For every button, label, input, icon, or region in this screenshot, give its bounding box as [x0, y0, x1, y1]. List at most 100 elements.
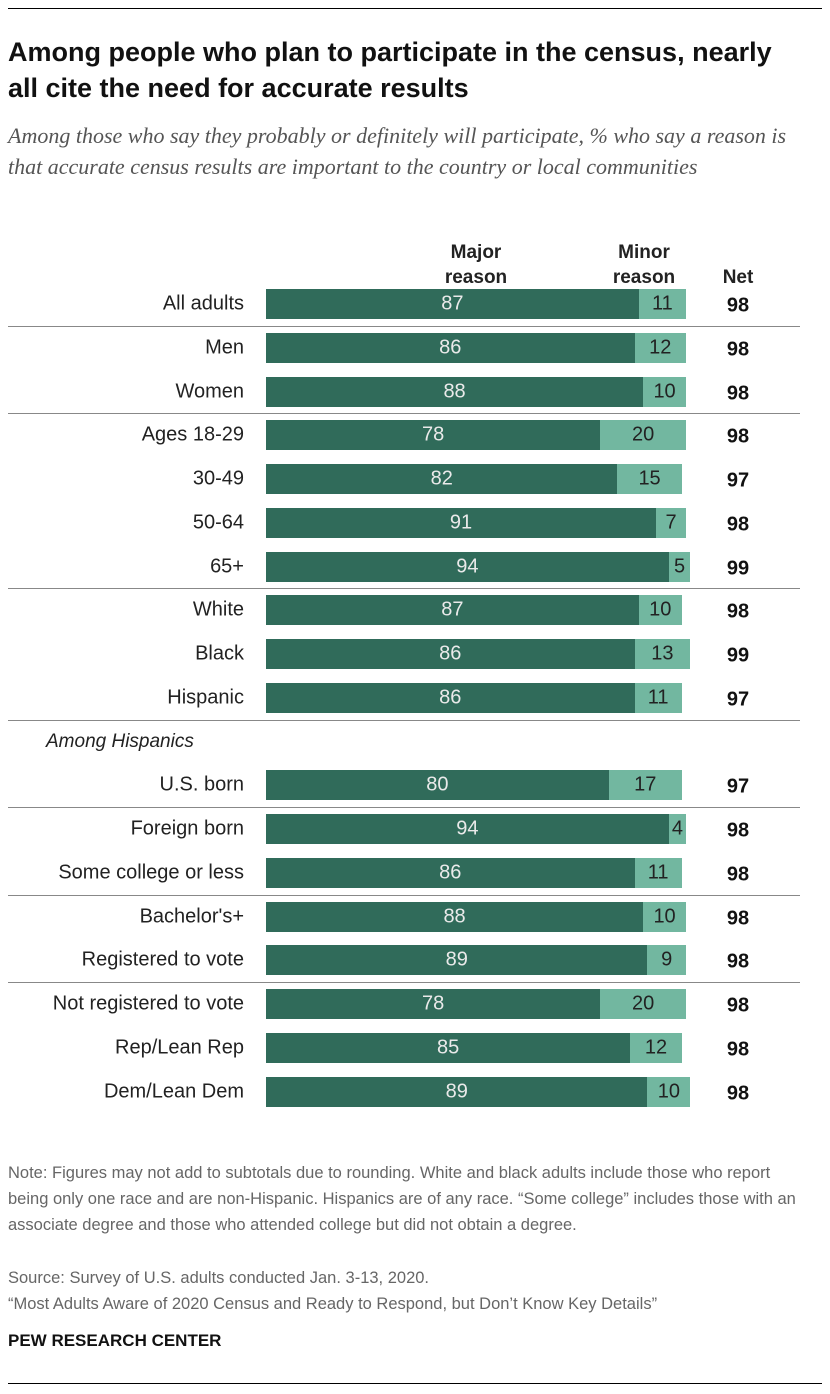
category-label: 50-64: [192, 511, 244, 534]
value-label: 86: [439, 861, 462, 884]
value-label: 20: [632, 423, 655, 446]
value-label: 7: [665, 511, 677, 534]
bar-segment: [634, 682, 682, 713]
legend-entry: Major reason: [444, 242, 508, 288]
category-label: Bachelor's+: [139, 905, 244, 927]
bar-segment: [647, 1076, 691, 1107]
bar-segment: [266, 770, 609, 801]
category-label: Rep/Lean Rep: [115, 1036, 244, 1059]
value-label: 82: [430, 467, 453, 490]
net-value: 98: [726, 382, 750, 404]
value-label: 87: [441, 598, 464, 621]
bar-segment: [643, 901, 686, 932]
bar-segment: [656, 507, 686, 538]
bar-segment: [266, 1076, 648, 1107]
category-label: Dem/Lean Dem: [103, 1080, 244, 1102]
value-label: 78: [422, 992, 445, 1015]
separator: [8, 982, 800, 984]
note: Note: Figures may not add to subtotals d…: [8, 1164, 796, 1234]
net-value: 98: [726, 994, 750, 1017]
net-value: 98: [726, 1038, 750, 1061]
bar-segment: [266, 551, 669, 582]
bar-segment: [600, 989, 686, 1019]
category-label: Men: [205, 336, 244, 359]
bar-segment: [266, 332, 635, 363]
separator: [8, 807, 800, 809]
value-label: 12: [649, 336, 672, 359]
value-label: 9: [661, 948, 673, 971]
value-label: 78: [422, 423, 445, 446]
bar-segment: [668, 814, 686, 844]
value-label: 88: [443, 380, 466, 402]
category-label: U.S. born: [159, 773, 244, 796]
category-label: Some college or less: [58, 861, 244, 884]
net-value: 98: [726, 513, 750, 536]
bar-segment: [668, 551, 691, 582]
value-label: 89: [445, 1080, 468, 1102]
value-label: 89: [445, 948, 468, 971]
bar-segment: [266, 945, 648, 976]
bar-segment: [266, 376, 644, 407]
bar-segment: [266, 464, 618, 494]
bar-segment: [634, 639, 691, 669]
bar-segment: [600, 420, 686, 451]
value-label: 86: [439, 642, 462, 665]
bar-segment: [266, 639, 635, 669]
bar-segment: [266, 682, 635, 713]
separator: [8, 894, 800, 896]
bar-segment: [638, 595, 682, 626]
value-label: 88: [443, 905, 466, 927]
net-value: 97: [726, 775, 750, 798]
value-label: 10: [657, 1080, 680, 1102]
value-label: 80: [426, 773, 449, 796]
bar-segment: [647, 945, 686, 976]
net-header: Net: [722, 267, 754, 288]
net-value: 98: [726, 950, 750, 973]
net-value: 98: [726, 600, 750, 623]
net-value: 99: [726, 557, 750, 579]
category-label: Foreign born: [130, 817, 244, 840]
value-label: 87: [441, 292, 464, 315]
category-label: 65+: [210, 555, 244, 577]
bar-segment: [638, 289, 686, 319]
bar-segment: [634, 857, 682, 888]
bar-segment: [266, 420, 601, 451]
value-label: 15: [638, 467, 661, 490]
footer: PEW RESEARCH CENTER: [8, 1331, 222, 1350]
value-label: 11: [647, 686, 669, 709]
net-value: 97: [726, 688, 750, 711]
bar-segment: [266, 507, 656, 538]
category-label: All adults: [162, 292, 244, 315]
legend-entry: Minor reason: [612, 242, 676, 288]
category-label: 30-49: [192, 467, 244, 490]
value-label: 10: [653, 380, 676, 402]
bar-segment: [266, 989, 601, 1019]
category-label: Black: [195, 642, 244, 665]
bar-segment: [266, 1032, 631, 1063]
value-label: 12: [644, 1036, 668, 1059]
value-label: 5: [674, 555, 686, 577]
bar-segment: [643, 376, 686, 407]
separator: [8, 719, 800, 721]
value-label: 94: [456, 555, 479, 577]
source: Source: Survey of U.S. adults conducted …: [8, 1269, 429, 1287]
bar-segment: [266, 814, 669, 844]
value-label: 13: [651, 642, 674, 665]
separator: [8, 325, 800, 327]
value-label: 17: [634, 773, 657, 796]
report-title: “Most Adults Aware of 2020 Census and Re…: [8, 1295, 658, 1313]
bar-segment: [266, 901, 644, 932]
value-label: 20: [632, 992, 655, 1015]
value-label: 86: [439, 336, 462, 359]
category-label: Not registered to vote: [52, 992, 244, 1015]
chart-subtitle: Among those who say they probably or def…: [8, 123, 787, 179]
value-label: 11: [647, 861, 669, 884]
separator: [8, 413, 800, 415]
chart-title: Among people who plan to participate in …: [8, 37, 772, 103]
net-value: 98: [726, 863, 750, 886]
bar-segment: [630, 1032, 682, 1063]
bar-segment: [266, 289, 639, 319]
category-label: Registered to vote: [81, 948, 244, 971]
bar-segment: [634, 332, 686, 363]
